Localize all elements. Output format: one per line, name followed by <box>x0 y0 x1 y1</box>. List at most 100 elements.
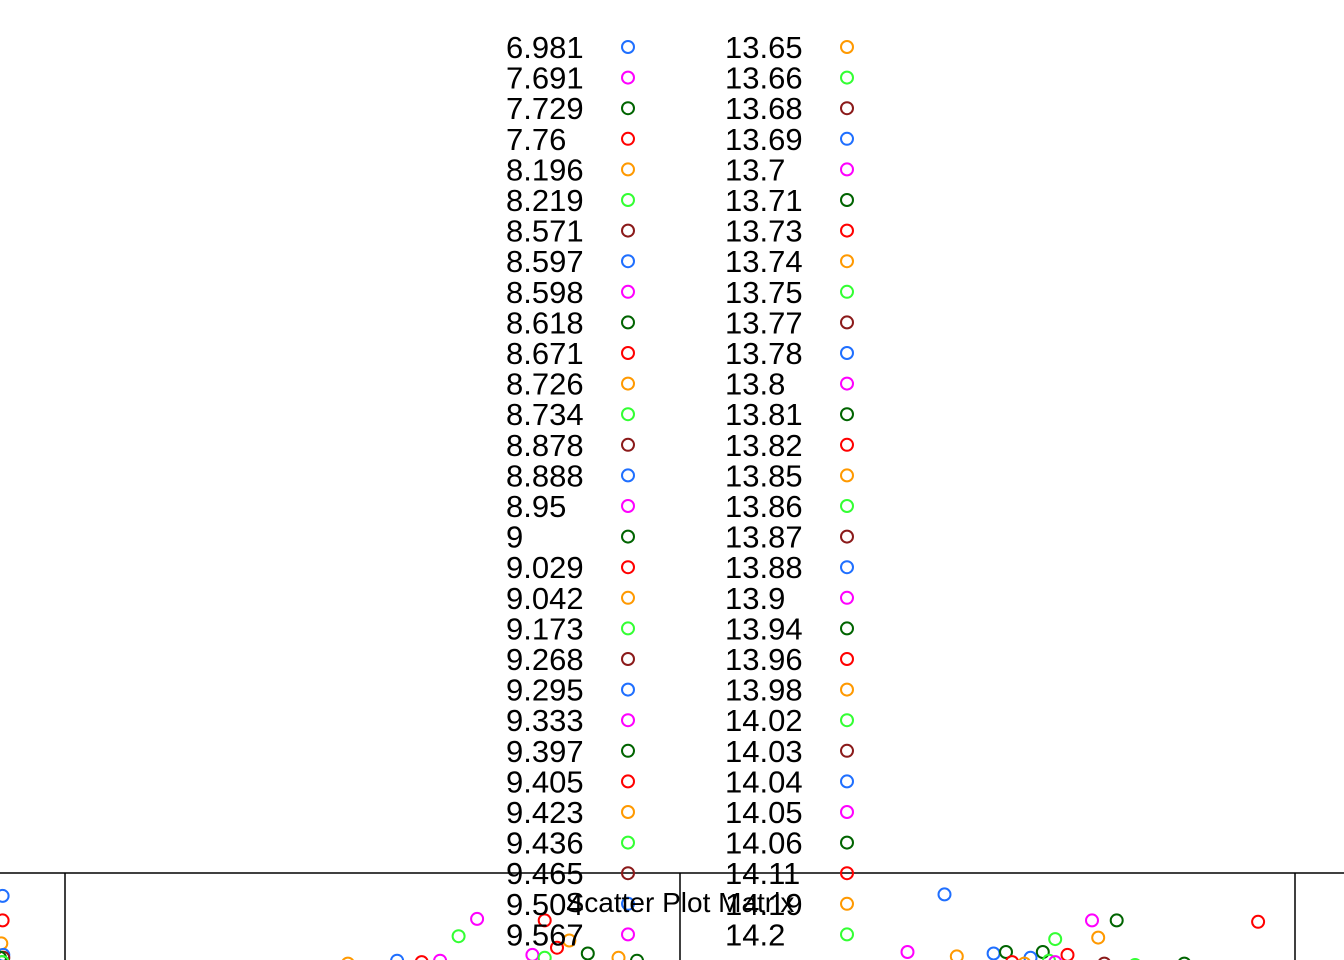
legend-label: 8.878 <box>506 428 584 463</box>
legend-label: 9.423 <box>506 795 584 830</box>
legend-marker <box>840 652 854 666</box>
legend-label: 8.571 <box>506 214 584 249</box>
legend-marker <box>840 835 854 850</box>
data-point <box>537 913 552 928</box>
legend-label: 14.02 <box>725 703 803 738</box>
data-point <box>1091 930 1106 945</box>
data-point <box>1048 932 1063 947</box>
legend-marker <box>621 346 635 360</box>
data-point <box>611 950 626 960</box>
legend-marker <box>840 162 854 177</box>
legend-label: 9.465 <box>506 856 584 891</box>
legend-marker <box>621 896 635 911</box>
data-point <box>341 956 354 960</box>
legend-label: 13.96 <box>725 642 803 677</box>
legend-marker <box>840 927 854 942</box>
data-point <box>433 953 448 960</box>
legend-label: 13.9 <box>725 581 785 616</box>
legend-marker <box>621 529 635 544</box>
legend-label: 9.173 <box>506 611 584 646</box>
legend-label: 13.94 <box>725 611 803 646</box>
legend-label: 14.11 <box>725 856 800 891</box>
legend-marker <box>621 468 635 483</box>
legend-label: 14.05 <box>725 795 803 830</box>
data-point <box>1178 956 1191 960</box>
legend-marker <box>621 376 635 391</box>
legend-label: 13.74 <box>725 244 803 279</box>
legend-marker <box>621 927 635 942</box>
data-point <box>470 911 485 926</box>
legend-label: 13.98 <box>725 673 803 708</box>
legend-marker <box>840 254 854 269</box>
legend-label: 8.618 <box>506 305 584 340</box>
legend-label: 13.69 <box>725 122 803 157</box>
legend-marker <box>621 621 635 636</box>
data-point <box>986 946 1001 960</box>
data-point <box>1060 947 1075 960</box>
legend-label: 13.73 <box>725 214 803 249</box>
legend-marker <box>621 437 635 452</box>
legend-marker <box>840 499 854 513</box>
legend-marker <box>621 866 635 881</box>
data-point <box>537 950 552 960</box>
legend-label: 13.82 <box>725 428 803 463</box>
data-point <box>415 955 429 960</box>
legend-label: 9.504 <box>506 887 584 922</box>
legend-label: 13.71 <box>725 183 803 218</box>
legend-marker <box>840 315 854 330</box>
data-point <box>1018 956 1031 960</box>
legend-label: 13.87 <box>725 520 803 555</box>
legend-label: 8.671 <box>506 336 584 371</box>
legend-marker <box>840 284 854 299</box>
legend-label: 13.77 <box>725 305 803 340</box>
legend-label: 8.726 <box>506 367 584 402</box>
legend-marker <box>621 101 635 116</box>
data-points <box>0 887 1266 960</box>
legend-label: 9.405 <box>506 764 584 799</box>
data-point <box>562 933 577 948</box>
data-point <box>1035 945 1050 959</box>
legend-label: 6.981 <box>506 30 584 65</box>
legend-label: 13.81 <box>725 397 803 432</box>
legend-label: 8.597 <box>506 244 584 279</box>
legend-label: 13.8 <box>725 367 785 402</box>
legend-label: 13.86 <box>725 489 803 524</box>
data-point <box>1005 955 1019 960</box>
data-point <box>937 887 952 902</box>
legend-marker <box>840 713 854 728</box>
legend-marker <box>840 40 854 54</box>
legend-label: 9.397 <box>506 734 584 769</box>
legend-marker <box>621 131 635 146</box>
legend-marker <box>840 805 854 819</box>
legend-label: 9.567 <box>506 917 584 952</box>
legend-label: 9.268 <box>506 642 584 677</box>
legend-label: 9 <box>506 520 523 555</box>
data-point <box>550 940 564 955</box>
legend-marker <box>621 743 635 758</box>
legend-label: 9.042 <box>506 581 584 616</box>
legend-label: 8.734 <box>506 397 584 432</box>
legend-label: 14.2 <box>725 917 785 952</box>
data-point <box>630 953 644 960</box>
legend-marker <box>621 407 635 422</box>
legend-marker <box>621 40 635 54</box>
legend-marker <box>840 529 854 544</box>
panel-frames <box>0 872 1344 960</box>
data-point <box>0 913 10 928</box>
legend-marker <box>621 254 635 269</box>
legend-marker <box>621 835 635 850</box>
data-point <box>1042 953 1056 960</box>
legend-label: 7.729 <box>506 91 584 126</box>
legend-label: 13.65 <box>725 30 803 65</box>
legend-marker <box>621 70 635 85</box>
legend-label: 8.219 <box>506 183 584 218</box>
legend-label: 7.691 <box>506 61 584 96</box>
legend-marker <box>621 774 635 789</box>
legend-marker <box>840 468 854 483</box>
legend-marker <box>840 682 854 697</box>
legend-label: 9.029 <box>506 550 584 585</box>
legend-label: 9.333 <box>506 703 584 738</box>
legend-marker <box>621 284 635 299</box>
chart-title: Scatter Plot Matrix <box>566 887 795 918</box>
